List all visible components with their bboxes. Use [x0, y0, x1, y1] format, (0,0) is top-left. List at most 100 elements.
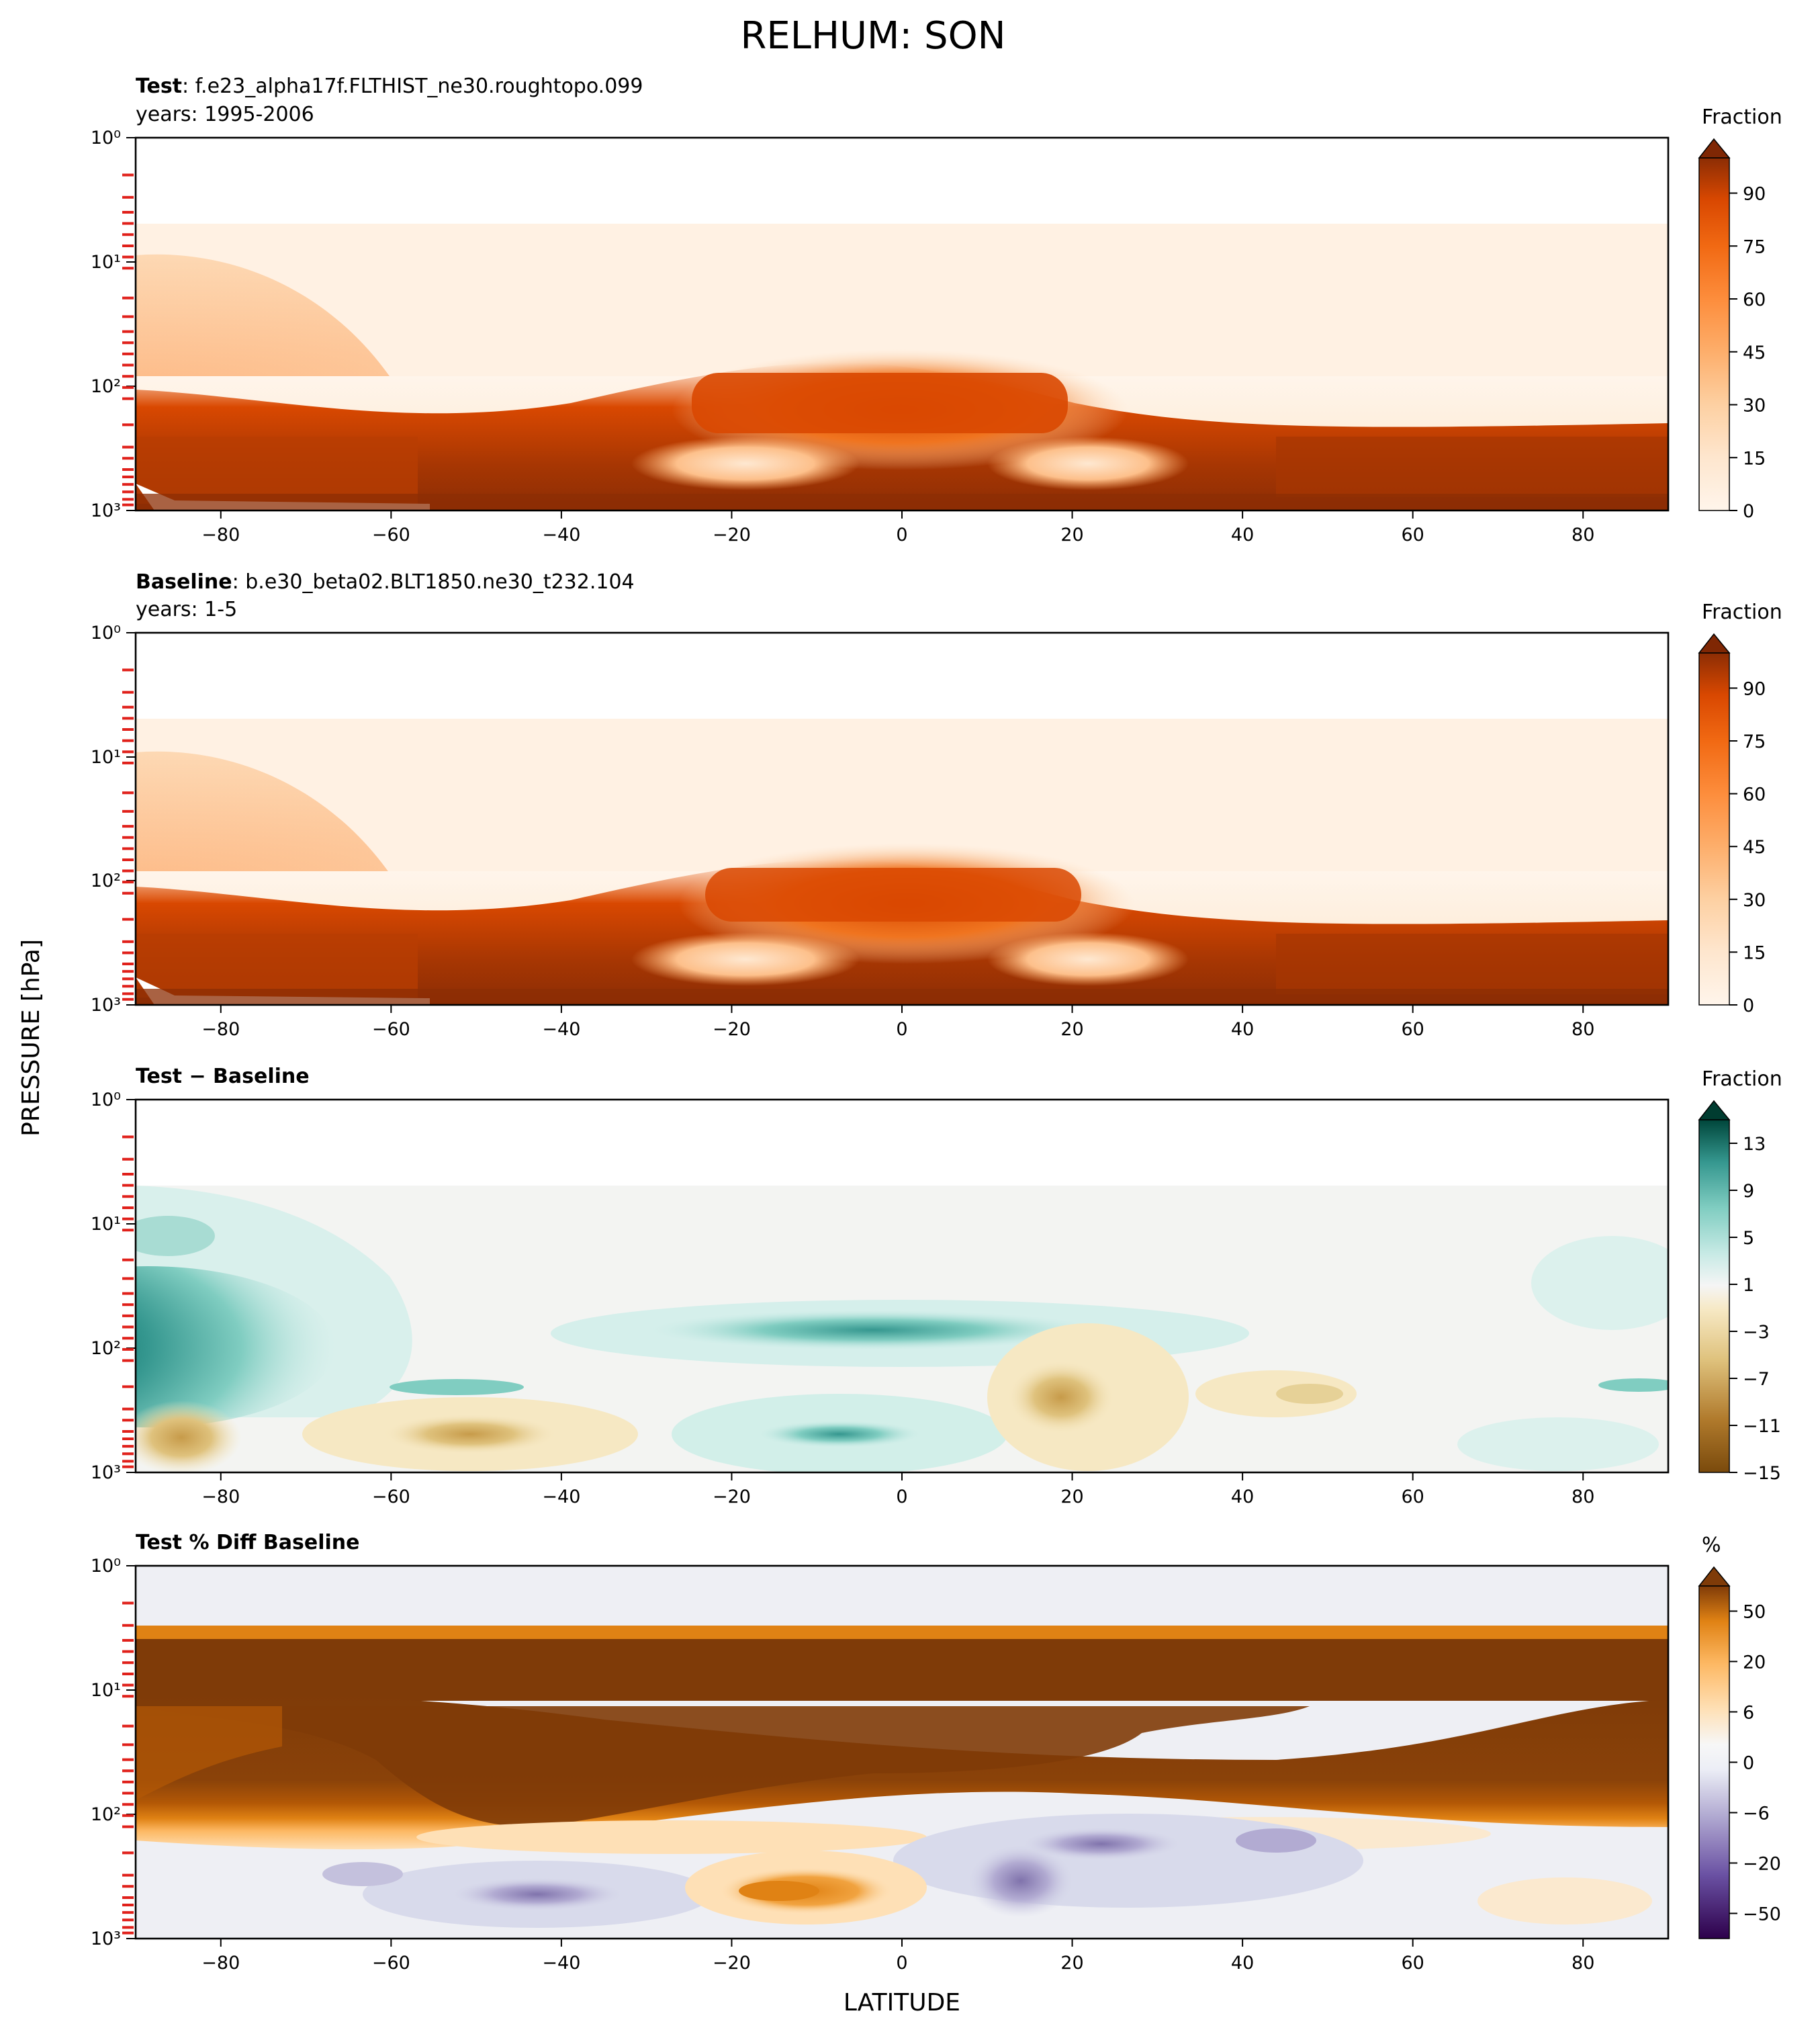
ytick-label: 10¹	[91, 747, 121, 768]
colorbar-tick-label: −20	[1743, 1854, 1781, 1875]
panel-test-title: Test: f.e23_alpha17f.FLTHIST_ne30.rought…	[136, 75, 643, 98]
x-axis-ticks: −80 −60 −40 −20 0 20 40 60 80	[201, 511, 1594, 545]
colorbar-tick-label: 5	[1743, 1228, 1754, 1249]
colorbar-tick-label: 30	[1743, 396, 1766, 416]
xtick-label: 40	[1231, 525, 1254, 545]
xtick-label: 0	[896, 525, 907, 545]
xtick-label: 80	[1572, 1019, 1594, 1040]
colorbar-tick-label: 9	[1743, 1181, 1754, 1202]
colorbar-tick-label: 90	[1743, 678, 1766, 699]
panel-test: Test: f.e23_alpha17f.FLTHIST_ne30.rought…	[91, 75, 1782, 545]
xtick-label: 20	[1060, 525, 1083, 545]
xtick-label: −60	[372, 1953, 410, 1974]
panel-baseline-subtitle: years: 1-5	[136, 598, 237, 621]
colorbar-tick-label: −11	[1743, 1416, 1781, 1437]
colorbar-baseline: Fraction 0 15 30 45 60 75 90	[1698, 601, 1782, 1016]
xtick-label: −60	[372, 1487, 410, 1507]
model-level-marks	[122, 668, 134, 1001]
colorbar-tick-label: 60	[1743, 290, 1766, 310]
colorbar-tick-label: −7	[1743, 1369, 1770, 1390]
xtick-label: −80	[201, 1019, 240, 1040]
colorbar-tick-label: −3	[1743, 1322, 1770, 1343]
x-axis-ticks: −80 −60 −40 −20 0 20 40 60 80	[201, 1005, 1594, 1040]
panel-baseline: Baseline: b.e30_beta02.BLT1850.ne30_t232…	[91, 570, 1782, 1040]
model-level-marks	[122, 173, 134, 506]
contour-field-test	[136, 138, 1668, 511]
xtick-label: 40	[1231, 1487, 1254, 1507]
contour-field-baseline	[136, 633, 1668, 1005]
colorbar-tick-label: 0	[1743, 501, 1754, 522]
panel-percent-diff-title: Test % Diff Baseline	[136, 1531, 360, 1554]
panel-baseline-yticks: 10⁰ 10¹ 10² 10³	[91, 623, 136, 1016]
ytick-label: 10²	[91, 1338, 121, 1359]
ytick-label: 10⁰	[91, 1090, 121, 1110]
xtick-label: 20	[1060, 1953, 1083, 1974]
figure-title: RELHUM: SON	[740, 14, 1005, 58]
colorbar-label: Fraction	[1702, 105, 1782, 129]
panel-difference-yticks: 10⁰ 10¹ 10² 10³	[91, 1090, 136, 1483]
panel-test-subtitle: years: 1995-2006	[136, 103, 314, 126]
xtick-label: −80	[201, 1953, 240, 1974]
xtick-label: −60	[372, 1019, 410, 1040]
panel-test-yticks: 10⁰ 10¹ 10² 10³	[91, 128, 136, 521]
ytick-label: 10³	[91, 1462, 121, 1483]
ytick-label: 10²	[91, 871, 121, 891]
xtick-label: −20	[713, 525, 751, 545]
xtick-label: 40	[1231, 1953, 1254, 1974]
colorbar-tick-label: 0	[1743, 1753, 1754, 1774]
xtick-label: −60	[372, 525, 410, 545]
xtick-label: 80	[1572, 1487, 1594, 1507]
ytick-label: 10¹	[91, 1680, 121, 1701]
ytick-label: 10³	[91, 995, 121, 1016]
colorbar-tick-label: 45	[1743, 837, 1766, 858]
xtick-label: 80	[1572, 525, 1594, 545]
ytick-label: 10⁰	[91, 1556, 121, 1577]
colorbar-tick-label: 50	[1743, 1602, 1766, 1623]
colorbar-label: %	[1702, 1534, 1721, 1557]
xtick-label: −40	[542, 1953, 580, 1974]
colorbar-tick-label: 20	[1743, 1652, 1766, 1673]
xtick-label: 40	[1231, 1019, 1254, 1040]
xtick-label: 60	[1401, 1019, 1424, 1040]
panel-baseline-title: Baseline: b.e30_beta02.BLT1850.ne30_t232…	[136, 570, 635, 594]
x-axis-label: LATITUDE	[844, 1989, 960, 2017]
xtick-label: −40	[542, 1019, 580, 1040]
y-axis-label: PRESSURE [hPa]	[17, 939, 45, 1137]
colorbar-label: Fraction	[1702, 1067, 1782, 1091]
model-level-marks	[122, 1135, 134, 1468]
xtick-label: −80	[201, 1487, 240, 1507]
colorbar-tick-label: 45	[1743, 343, 1766, 363]
colorbar-tick-label: −6	[1743, 1804, 1770, 1824]
xtick-label: −80	[201, 525, 240, 545]
xtick-label: −40	[542, 525, 580, 545]
colorbar-tick-label: 13	[1743, 1134, 1766, 1155]
colorbar-difference: Fraction −15 −11 −7 −3 1 5 9 13	[1698, 1067, 1782, 1484]
xtick-label: −20	[713, 1953, 751, 1974]
colorbar-tick-label: 30	[1743, 890, 1766, 911]
colorbar-tick-label: 0	[1743, 995, 1754, 1016]
xtick-label: 60	[1401, 525, 1424, 545]
colorbar-tick-label: 15	[1743, 448, 1766, 469]
colorbar-tick-label: 75	[1743, 732, 1766, 752]
colorbar-tick-label: 6	[1743, 1703, 1754, 1724]
colorbar-test: Fraction 0 15 30 45 60 75 90	[1698, 105, 1782, 522]
x-axis-ticks: −80 −60 −40 −20 0 20 40 60 80	[201, 1472, 1594, 1507]
colorbar-tick-label: 90	[1743, 184, 1766, 205]
xtick-label: 20	[1060, 1019, 1083, 1040]
panel-percent-diff-yticks: 10⁰ 10¹ 10² 10³	[91, 1556, 136, 1949]
colorbar-tick-label: 75	[1743, 236, 1766, 257]
contour-field-difference	[136, 1100, 1668, 1472]
model-level-marks	[122, 1601, 134, 1935]
xtick-label: 60	[1401, 1953, 1424, 1974]
colorbar-tick-label: 60	[1743, 785, 1766, 805]
ytick-label: 10⁰	[91, 128, 121, 148]
panel-percent-diff: Test % Diff Baseline	[91, 1531, 1781, 1974]
colorbar-tick-label: 15	[1743, 942, 1766, 963]
ytick-label: 10⁰	[91, 623, 121, 644]
xtick-label: 0	[896, 1019, 907, 1040]
xtick-label: 0	[896, 1487, 907, 1507]
ytick-label: 10²	[91, 1804, 121, 1825]
panel-difference: Test − Baseline	[91, 1065, 1782, 1507]
ytick-label: 10¹	[91, 252, 121, 273]
